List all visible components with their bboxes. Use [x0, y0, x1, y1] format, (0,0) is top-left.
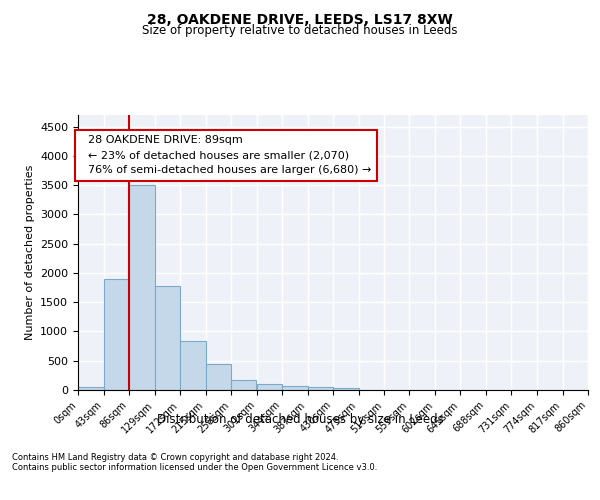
Bar — [257, 384, 282, 390]
Bar — [308, 387, 333, 390]
Text: Contains public sector information licensed under the Open Government Licence v3: Contains public sector information licen… — [12, 464, 377, 472]
Text: Size of property relative to detached houses in Leeds: Size of property relative to detached ho… — [142, 24, 458, 37]
Bar — [78, 387, 104, 390]
Bar — [180, 342, 205, 390]
Bar — [333, 388, 359, 390]
Y-axis label: Number of detached properties: Number of detached properties — [25, 165, 35, 340]
Text: 28 OAKDENE DRIVE: 89sqm
  ← 23% of detached houses are smaller (2,070)
  76% of : 28 OAKDENE DRIVE: 89sqm ← 23% of detache… — [81, 136, 371, 175]
Bar — [104, 279, 129, 390]
Text: 28, OAKDENE DRIVE, LEEDS, LS17 8XW: 28, OAKDENE DRIVE, LEEDS, LS17 8XW — [147, 12, 453, 26]
Bar — [231, 380, 256, 390]
Bar — [205, 364, 231, 390]
Bar — [282, 386, 308, 390]
Bar — [155, 286, 180, 390]
Bar — [129, 185, 155, 390]
Text: Contains HM Land Registry data © Crown copyright and database right 2024.: Contains HM Land Registry data © Crown c… — [12, 454, 338, 462]
Text: Distribution of detached houses by size in Leeds: Distribution of detached houses by size … — [157, 412, 443, 426]
